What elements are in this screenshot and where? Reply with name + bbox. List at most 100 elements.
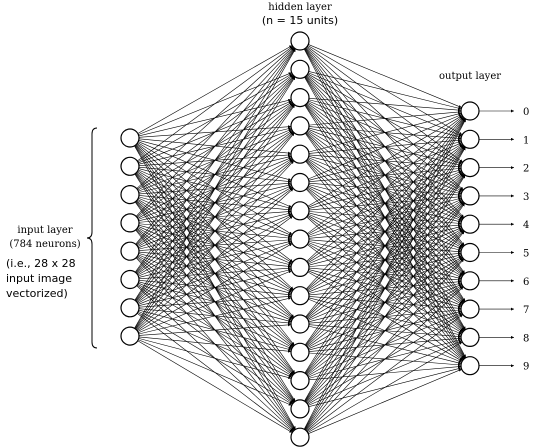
output-label: 4 xyxy=(523,220,529,231)
neuron xyxy=(460,271,480,291)
connection xyxy=(308,71,462,110)
connection xyxy=(138,339,292,406)
connection xyxy=(308,110,462,126)
neuron xyxy=(290,399,310,419)
connection xyxy=(308,112,462,153)
connection xyxy=(137,243,293,332)
output-label: 8 xyxy=(523,333,529,344)
connection xyxy=(137,340,293,433)
output-label: 3 xyxy=(523,192,529,203)
neuron xyxy=(460,214,480,234)
connection xyxy=(307,341,463,433)
neuron xyxy=(120,156,140,176)
neuron xyxy=(290,427,310,447)
input-layer-subtitle: (784 neurons) xyxy=(9,239,80,250)
neuron xyxy=(290,201,310,221)
connections xyxy=(134,44,514,434)
neuron xyxy=(460,129,480,149)
neuron xyxy=(120,213,140,233)
connection xyxy=(304,118,466,374)
connection xyxy=(135,47,295,217)
neuron xyxy=(460,327,480,347)
connection xyxy=(305,258,465,431)
connection xyxy=(304,118,466,402)
neuron xyxy=(290,314,310,334)
connection xyxy=(134,76,296,329)
neuron xyxy=(290,59,310,79)
neuron xyxy=(120,185,140,205)
neuron xyxy=(120,298,140,318)
output-label: 1 xyxy=(523,135,529,146)
connection xyxy=(138,270,292,334)
neuron xyxy=(120,241,140,261)
connection xyxy=(308,368,462,434)
connection xyxy=(307,314,463,433)
connection xyxy=(138,297,292,335)
connection xyxy=(138,336,292,353)
connection xyxy=(137,215,293,332)
hidden-layer-title: hidden layer xyxy=(268,2,332,13)
connection xyxy=(308,98,462,112)
connection xyxy=(304,203,466,431)
neuron xyxy=(120,326,140,346)
connection xyxy=(306,286,464,432)
connection xyxy=(138,338,292,380)
neuron xyxy=(290,257,310,277)
connection xyxy=(134,48,296,273)
neuron xyxy=(120,269,140,290)
connection xyxy=(304,175,466,430)
output-label: 6 xyxy=(523,277,529,288)
connection xyxy=(306,116,464,262)
connection xyxy=(135,132,295,330)
neuron xyxy=(460,356,480,376)
connection xyxy=(134,48,296,301)
output-label: 2 xyxy=(523,164,529,175)
connection xyxy=(137,45,293,134)
connection xyxy=(305,117,465,318)
input-layer-note: (i.e., 28 x 28 xyxy=(6,257,76,270)
connection xyxy=(136,46,294,189)
connection xyxy=(137,46,293,162)
output-label: 5 xyxy=(523,249,529,260)
output-layer-title: output layer xyxy=(439,71,501,82)
output-label: 7 xyxy=(523,305,529,316)
connection xyxy=(303,118,467,430)
neuron xyxy=(290,31,310,51)
output-label: 9 xyxy=(523,362,529,373)
connection xyxy=(307,115,463,207)
output-label: 0 xyxy=(523,107,529,118)
neuron xyxy=(290,172,310,193)
input-layer-title: input layer xyxy=(17,225,72,236)
neuron xyxy=(120,128,140,148)
neuron xyxy=(290,286,310,306)
connection xyxy=(304,146,466,430)
neuron xyxy=(460,101,480,121)
input-brace xyxy=(86,127,98,349)
neuron xyxy=(290,87,310,108)
input-layer-note: vectorized) xyxy=(6,287,68,300)
connection xyxy=(305,117,465,290)
neuron xyxy=(290,116,310,136)
connection xyxy=(307,116,463,234)
connection xyxy=(305,231,465,431)
connection xyxy=(138,323,292,336)
neuron xyxy=(290,229,310,249)
neuron xyxy=(460,299,480,319)
neuron xyxy=(460,186,480,206)
connection xyxy=(135,160,295,330)
connection xyxy=(308,114,462,180)
connection xyxy=(134,48,296,329)
neuron xyxy=(290,342,310,362)
input-layer-note: input image xyxy=(6,272,72,285)
connection xyxy=(136,188,294,331)
hidden-layer-subtitle: (n = 15 units) xyxy=(262,14,338,27)
neuron xyxy=(290,371,310,391)
connection xyxy=(308,44,462,108)
neuron xyxy=(290,144,310,164)
connection xyxy=(134,104,296,329)
connection xyxy=(304,118,466,346)
neurons xyxy=(120,31,480,447)
connection xyxy=(135,47,295,245)
neuron xyxy=(460,158,480,178)
